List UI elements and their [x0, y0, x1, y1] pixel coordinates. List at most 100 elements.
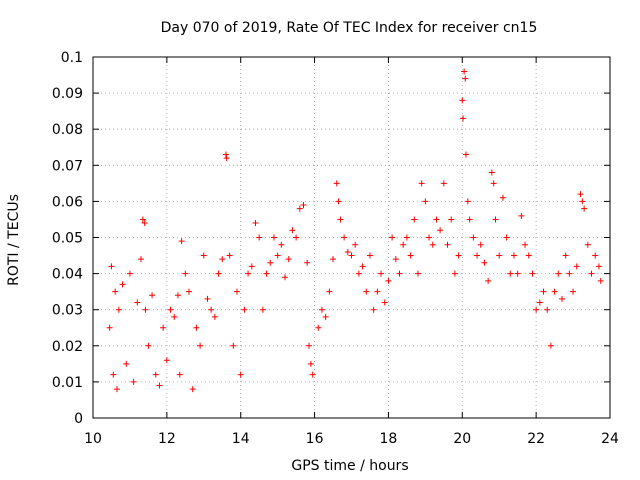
data-point: [429, 241, 436, 248]
data-point: [460, 115, 467, 122]
data-point: [156, 382, 163, 389]
data-point: [341, 234, 348, 241]
data-point: [474, 252, 481, 259]
data-point: [200, 252, 207, 259]
data-point: [145, 342, 152, 349]
data-point: [296, 205, 303, 212]
data-point: [289, 227, 296, 234]
data-point: [374, 288, 381, 295]
data-point: [470, 234, 477, 241]
data-point: [540, 288, 547, 295]
x-tick-label: 18: [380, 431, 398, 447]
y-tick-label: 0.04: [52, 267, 83, 283]
data-point: [490, 180, 497, 187]
data-point: [566, 270, 573, 277]
data-point: [597, 277, 604, 284]
data-point: [396, 270, 403, 277]
data-point: [522, 241, 529, 248]
data-point: [110, 371, 117, 378]
data-point: [174, 292, 181, 299]
data-point: [176, 371, 183, 378]
data-point: [579, 198, 586, 205]
data-point: [171, 313, 178, 320]
data-point: [186, 288, 193, 295]
data-point: [222, 151, 229, 158]
data-point: [466, 216, 473, 223]
data-point: [293, 234, 300, 241]
data-point: [330, 256, 337, 263]
data-point: [142, 306, 149, 313]
data-point: [518, 212, 525, 219]
data-point: [381, 299, 388, 306]
y-tick-labels: 0 0.01 0.02 0.03 0.04 0.05 0.06 0.07 0.08 0.09 0.1: [52, 50, 83, 427]
data-point: [306, 342, 313, 349]
data-point: [211, 313, 218, 320]
data-point: [411, 216, 418, 223]
data-point: [108, 263, 115, 270]
plot-frame: [92, 56, 611, 419]
data-point: [370, 306, 377, 313]
data-point: [178, 238, 185, 245]
data-point: [437, 227, 444, 234]
y-tick-label: 0.07: [52, 158, 83, 174]
data-point: [392, 256, 399, 263]
data-point: [455, 252, 462, 259]
data-point: [241, 306, 248, 313]
x-tick-label: 22: [527, 431, 545, 447]
data-point: [389, 234, 396, 241]
data-point: [182, 270, 189, 277]
data-point: [507, 270, 514, 277]
data-point: [248, 263, 255, 270]
x-tick-label: 14: [232, 431, 250, 447]
data-point: [263, 270, 270, 277]
data-point: [189, 386, 196, 393]
data-point: [234, 288, 241, 295]
data-point: [510, 252, 517, 259]
data-point: [304, 259, 311, 266]
y-tick-label: 0.09: [52, 86, 83, 102]
data-point: [141, 220, 148, 227]
data-point: [259, 306, 266, 313]
data-point: [149, 292, 156, 299]
data-point: [403, 234, 410, 241]
data-point: [573, 263, 580, 270]
y-axis-label: ROTI / TECUs: [6, 194, 22, 286]
data-point: [514, 270, 521, 277]
data-point: [385, 277, 392, 284]
data-point: [496, 252, 503, 259]
data-point: [115, 306, 122, 313]
x-tick-label: 12: [158, 431, 176, 447]
data-point: [448, 216, 455, 223]
data-point: [481, 259, 488, 266]
x-tick-label: 10: [84, 431, 102, 447]
data-point: [352, 241, 359, 248]
data-point: [544, 306, 551, 313]
data-point: [422, 198, 429, 205]
grid: [93, 57, 610, 418]
data-point: [278, 241, 285, 248]
data-point: [485, 277, 492, 284]
x-tick-label: 24: [601, 431, 619, 447]
data-point: [547, 342, 554, 349]
data-point: [344, 248, 351, 255]
axis-ticks: [92, 56, 611, 419]
data-point: [433, 216, 440, 223]
data-point: [300, 202, 307, 209]
y-tick-label: 0.08: [52, 122, 83, 138]
data-point: [355, 270, 362, 277]
data-point: [204, 295, 211, 302]
data-point: [318, 306, 325, 313]
data-point: [126, 270, 133, 277]
data-point: [551, 288, 558, 295]
data-point: [348, 252, 355, 259]
data-point: [477, 241, 484, 248]
data-point: [208, 306, 215, 313]
data-point: [440, 180, 447, 187]
data-point: [337, 216, 344, 223]
data-point: [309, 371, 316, 378]
data-point: [219, 256, 226, 263]
data-point: [558, 295, 565, 302]
data-point: [533, 306, 540, 313]
data-point: [163, 357, 170, 364]
